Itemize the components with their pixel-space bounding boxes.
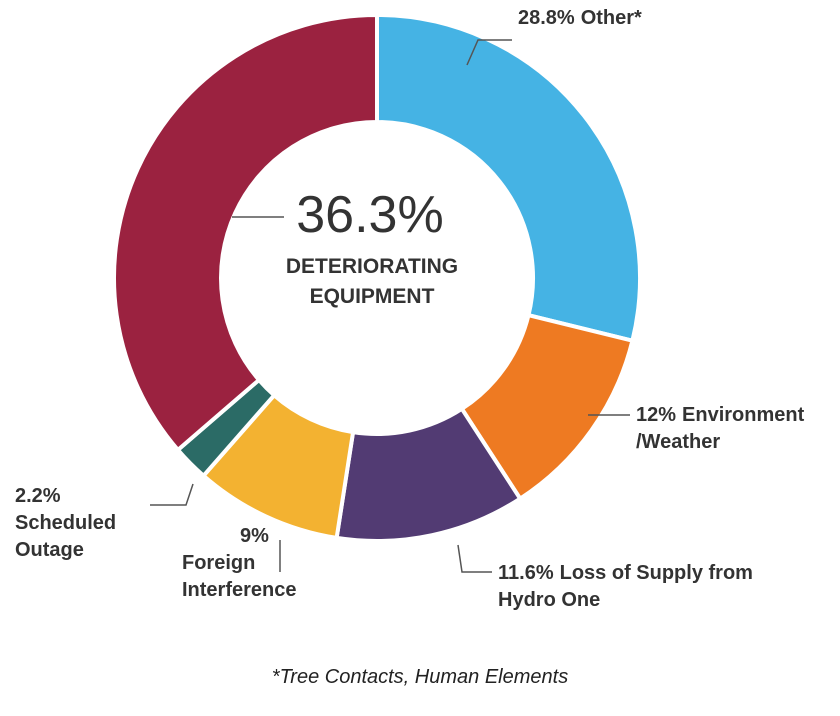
center-category: DETERIORATING EQUIPMENT	[285, 255, 459, 308]
slice-label: 28.8% Other*	[518, 5, 718, 32]
leader-line	[457, 544, 492, 573]
value-label: 9%	[240, 525, 269, 547]
donut-slice	[375, 12, 642, 344]
slices	[112, 12, 642, 543]
leader-line	[150, 483, 194, 506]
footnote: *Tree Contacts, Human Elements	[271, 666, 569, 688]
leader-lines	[150, 39, 630, 573]
value-label: 12%	[636, 404, 677, 426]
category-label: Environment /Weather	[636, 404, 805, 453]
value-label: 11.6%	[498, 562, 554, 584]
category-label: Scheduled Outage	[15, 512, 117, 561]
value-label: 2.2%	[15, 485, 61, 507]
leader-line	[466, 39, 512, 66]
slice-label: 9% Foreign Interference	[182, 523, 297, 604]
category-label: Other*	[580, 7, 642, 29]
category-label: Loss of Supply from Hydro One	[498, 562, 753, 611]
value-label: 28.8%	[518, 7, 575, 29]
donut-slice	[112, 12, 379, 453]
slice-label: 11.6% Loss of Supply from Hydro One	[498, 560, 758, 614]
slice-label: 12% Environment /Weather	[636, 402, 836, 456]
category-label: Foreign Interference	[182, 552, 297, 601]
slice-label: 2.2% Scheduled Outage	[15, 483, 145, 564]
center-value: 36.3%	[296, 186, 444, 244]
